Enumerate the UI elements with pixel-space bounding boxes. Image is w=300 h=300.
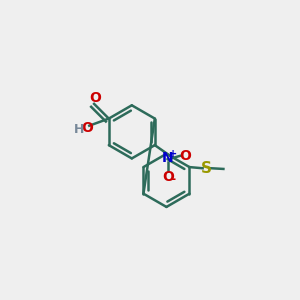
Text: S: S xyxy=(201,161,212,176)
Text: O: O xyxy=(162,170,174,184)
Text: N: N xyxy=(162,151,174,165)
Text: -: - xyxy=(170,173,175,186)
Text: +: + xyxy=(169,149,177,159)
Text: O: O xyxy=(89,91,101,105)
Text: O: O xyxy=(179,149,191,163)
Text: H: H xyxy=(74,123,84,136)
Text: O: O xyxy=(82,122,93,136)
